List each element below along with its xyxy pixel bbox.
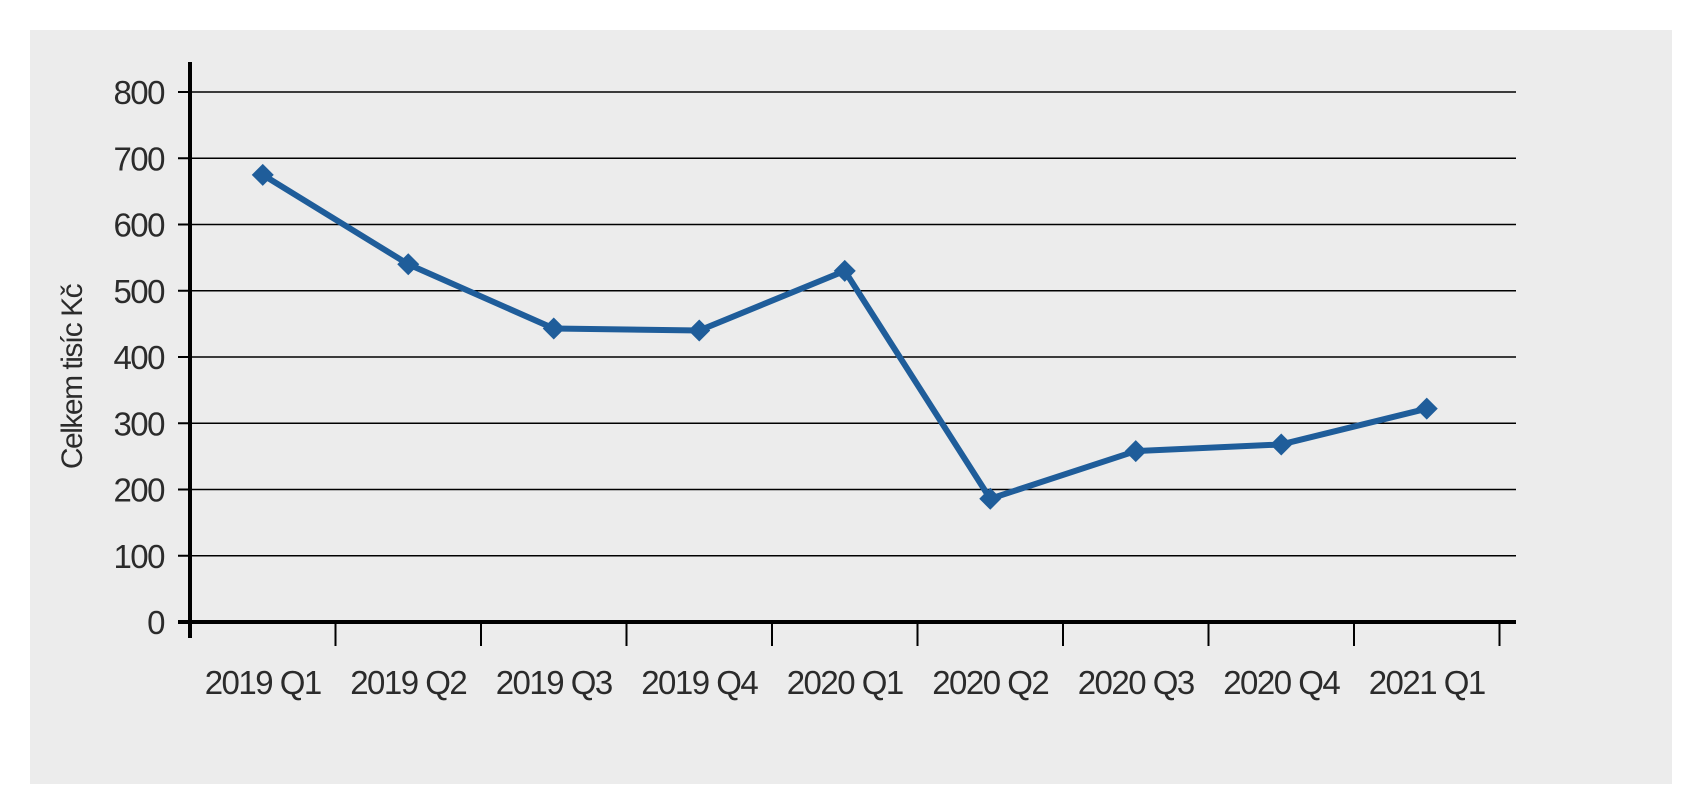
y-tick-label: 200 bbox=[113, 472, 165, 509]
x-tick-labels: 2019 Q1 2019 Q2 2019 Q3 2019 Q4 2020 Q1 2020 … bbox=[205, 664, 1487, 701]
x-tick-label: 2020 Q1 bbox=[787, 664, 903, 701]
axes bbox=[178, 62, 1516, 646]
x-tick-label: 2019 Q3 bbox=[496, 664, 612, 701]
data-point bbox=[979, 487, 1002, 510]
data-point bbox=[397, 253, 420, 276]
y-axis-title: Celkem tisíc Kč bbox=[56, 283, 89, 469]
y-tick-label: 500 bbox=[113, 273, 165, 310]
y-tick-label: 700 bbox=[113, 140, 165, 177]
series-line bbox=[261, 172, 1428, 502]
x-tick-label: 2019 Q1 bbox=[205, 664, 321, 701]
data-markers bbox=[251, 163, 1438, 510]
y-tick-label: 800 bbox=[113, 74, 165, 111]
gridlines bbox=[190, 91, 1516, 557]
data-point bbox=[688, 319, 711, 342]
x-tick-label: 2019 Q4 bbox=[641, 664, 758, 701]
line-chart: 0 100 200 300 400 500 600 700 800 2019 Q1 2019 Q2… bbox=[56, 62, 1516, 701]
y-tick-label: 300 bbox=[113, 405, 165, 442]
data-point bbox=[1415, 397, 1438, 420]
x-tick-label: 2019 Q2 bbox=[350, 664, 466, 701]
x-tick-label: 2020 Q2 bbox=[932, 664, 1048, 701]
data-point bbox=[1124, 440, 1147, 463]
data-point bbox=[542, 317, 565, 340]
x-tick-label: 2020 Q3 bbox=[1078, 664, 1194, 701]
data-point bbox=[1270, 433, 1293, 456]
chart-panel: 0 100 200 300 400 500 600 700 800 2019 Q1 2019 Q2… bbox=[30, 30, 1672, 784]
series-line bbox=[261, 172, 1428, 502]
x-tick-label: 2021 Q1 bbox=[1369, 664, 1485, 701]
y-tick-label: 400 bbox=[113, 339, 165, 376]
y-tick-label: 600 bbox=[113, 207, 165, 244]
data-point bbox=[251, 163, 274, 186]
data-point bbox=[833, 259, 856, 282]
y-tick-label: 100 bbox=[113, 538, 165, 575]
y-tick-label: 0 bbox=[147, 604, 165, 641]
x-tick-label: 2020 Q4 bbox=[1223, 664, 1340, 701]
y-tick-labels: 0 100 200 300 400 500 600 700 800 bbox=[113, 74, 166, 641]
